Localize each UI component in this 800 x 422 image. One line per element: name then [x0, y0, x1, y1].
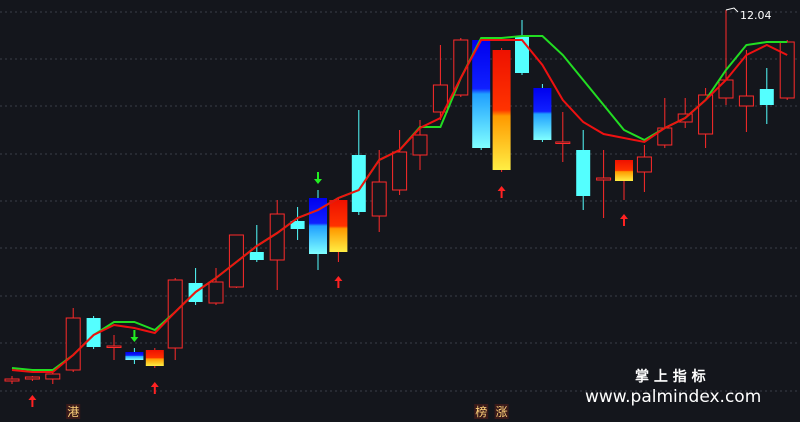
marker-label: 涨: [496, 404, 508, 419]
candle-body: [596, 177, 612, 181]
candle-body: [4, 378, 20, 382]
candle-body: [145, 350, 164, 366]
candle-body: [759, 89, 774, 105]
watermark-title: 掌 上 指 标: [635, 368, 706, 385]
watermark-url: www.palmindex.com: [585, 387, 761, 407]
candle-body: [351, 155, 366, 212]
candle-body: [615, 160, 633, 181]
marker-label: 港: [67, 405, 79, 419]
candle-body: [779, 41, 795, 99]
candle-body: [453, 39, 469, 96]
candle-body: [371, 181, 387, 217]
candle-body: [718, 79, 734, 99]
buy-arrow: [620, 214, 628, 226]
candle-body: [392, 151, 408, 191]
indicator-line: [11, 39, 788, 373]
sell-arrow: [314, 172, 322, 184]
buy-arrow: [150, 382, 159, 394]
candle-body: [738, 95, 754, 107]
candle-body: [45, 373, 61, 380]
candle-body: [167, 279, 183, 349]
candle-body: [533, 88, 552, 140]
candle-body: [576, 150, 591, 196]
candle-body: [24, 376, 40, 380]
sell-arrow: [130, 330, 139, 342]
candle-body: [290, 221, 305, 229]
candle-body: [412, 134, 428, 156]
marker-box: [474, 404, 489, 419]
buy-arrow: [334, 276, 343, 288]
candle-body: [208, 281, 224, 304]
candle-body: [249, 252, 264, 260]
buy-arrow: [497, 186, 506, 198]
marker-label: 榜: [475, 404, 487, 419]
max-pointer: [725, 7, 739, 13]
candle-body: [106, 345, 122, 348]
max-label: 12.04: [740, 9, 772, 22]
candle-body: [492, 50, 511, 170]
marker-box: [494, 404, 509, 419]
candle-body: [555, 141, 571, 144]
marker-box: [66, 404, 81, 419]
buy-arrow: [28, 395, 37, 407]
candle-body: [329, 200, 348, 252]
candle-body: [125, 352, 144, 360]
candle-body: [472, 40, 491, 148]
candle-body: [432, 84, 448, 113]
candle-body: [698, 94, 714, 135]
candle-body: [65, 317, 81, 371]
candle-body: [636, 156, 652, 173]
